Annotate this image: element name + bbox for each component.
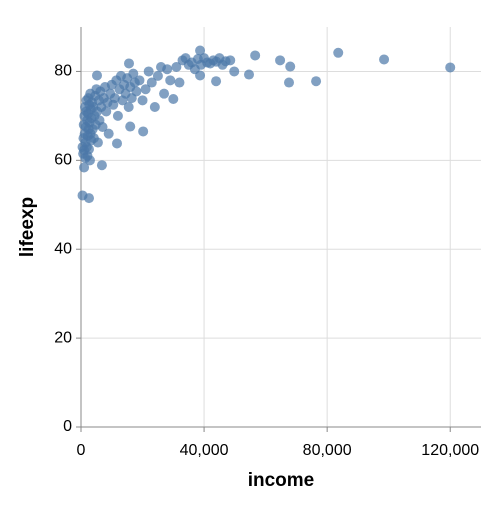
point (149, 102, 160, 112)
point (92, 70, 102, 81)
point (165, 75, 176, 86)
point (225, 55, 236, 66)
point (275, 55, 286, 66)
point (103, 128, 114, 139)
point (311, 76, 322, 87)
point (124, 58, 134, 69)
x-tick-label: 120,000 (421, 442, 479, 459)
point (79, 162, 90, 173)
x-axis-title: income (248, 470, 315, 491)
x-tick-label: 80,000 (303, 442, 352, 459)
point (134, 75, 145, 86)
point (152, 70, 163, 81)
point (112, 110, 123, 121)
point (159, 88, 170, 99)
point (131, 86, 142, 97)
y-tick-label: 80 (54, 63, 72, 80)
point (211, 76, 222, 87)
point (128, 68, 139, 79)
point (109, 93, 120, 104)
point (195, 70, 206, 81)
y-tick-label: 0 (63, 418, 72, 435)
point (146, 77, 157, 88)
x-tick-label: 40,000 (180, 442, 229, 459)
point (162, 64, 173, 75)
point (168, 94, 179, 104)
point (138, 126, 149, 137)
point (97, 122, 108, 132)
point (285, 61, 296, 72)
point (171, 62, 182, 72)
point (244, 69, 254, 80)
point (123, 102, 134, 112)
y-tick-label: 40 (54, 240, 72, 257)
point (379, 54, 390, 65)
point (112, 138, 122, 149)
point (195, 45, 206, 56)
y-tick-label: 60 (54, 152, 72, 169)
point (250, 50, 261, 61)
point (284, 77, 294, 88)
point (84, 193, 94, 204)
point (125, 121, 136, 132)
point (101, 106, 112, 117)
point (445, 62, 456, 73)
y-axis-title: lifeexp (17, 197, 38, 257)
point (174, 77, 185, 88)
point (84, 155, 95, 166)
point (229, 66, 240, 77)
x-tick-label: 0 (77, 442, 86, 459)
point (84, 144, 94, 155)
y-tick-label: 20 (54, 329, 72, 346)
point (137, 95, 148, 106)
point (143, 66, 154, 77)
point (96, 160, 107, 171)
point (140, 84, 151, 95)
point (333, 47, 344, 58)
point (92, 137, 103, 148)
